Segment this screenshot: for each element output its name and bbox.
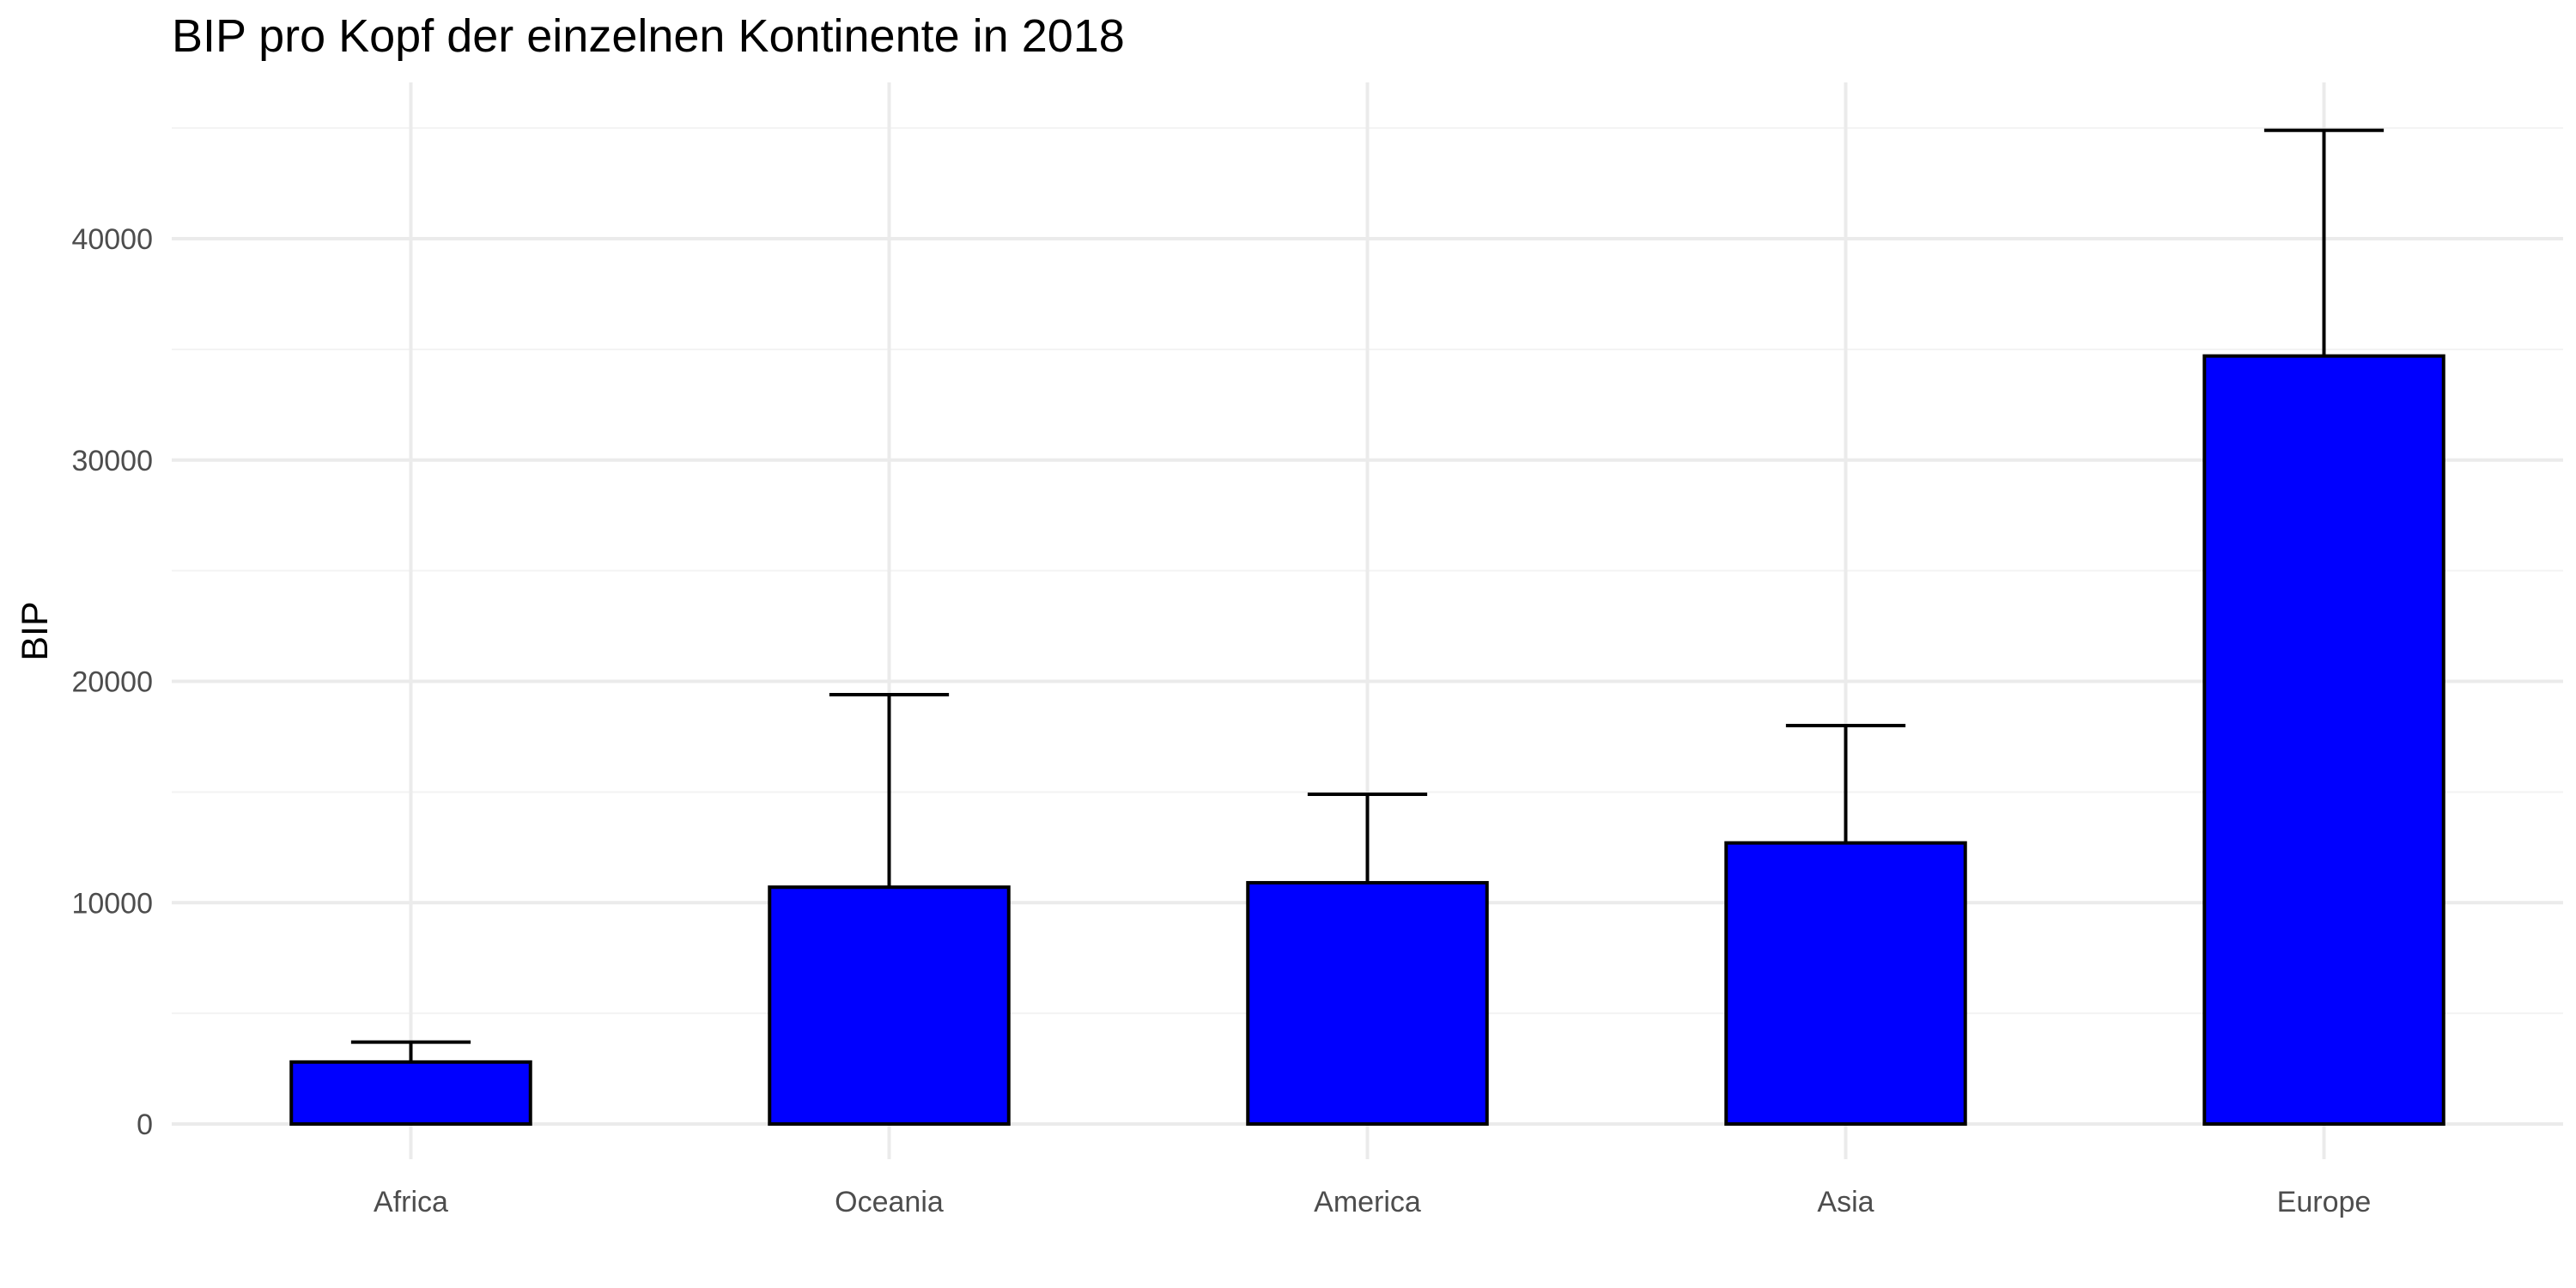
error-bars	[350, 128, 2385, 1062]
bar-europe	[2202, 354, 2445, 1127]
bar-asia	[1724, 841, 1967, 1126]
x-tick-label: Oceania	[835, 1186, 944, 1218]
y-tick-label: 10000	[71, 887, 153, 920]
x-axis-ticks: Africa Oceania America Asia Europe	[374, 1186, 2371, 1218]
chart-title: BIP pro Kopf der einzelnen Kontinente in…	[172, 10, 1125, 62]
error-bar-asia	[1785, 724, 1906, 843]
y-axis-title: BIP	[15, 601, 56, 660]
bar-africa	[289, 1060, 532, 1126]
y-tick-label: 20000	[71, 666, 153, 699]
error-bar-america	[1307, 792, 1428, 884]
x-tick-label: Europe	[2277, 1186, 2372, 1218]
x-tick-label: Asia	[1817, 1186, 1874, 1218]
x-tick-label: America	[1314, 1186, 1421, 1218]
bars	[289, 354, 2445, 1127]
y-tick-label: 40000	[71, 223, 153, 256]
x-tick-label: Africa	[374, 1186, 448, 1218]
y-axis-ticks: 0 10000 20000 30000 40000	[71, 223, 153, 1141]
bar-america	[1246, 881, 1489, 1126]
y-tick-label: 30000	[71, 445, 153, 477]
error-bar-oceania	[829, 692, 950, 888]
bar-oceania	[768, 885, 1011, 1127]
error-bar-africa	[350, 1040, 471, 1062]
y-tick-label: 0	[137, 1109, 153, 1141]
error-bar-europe	[2263, 128, 2385, 356]
